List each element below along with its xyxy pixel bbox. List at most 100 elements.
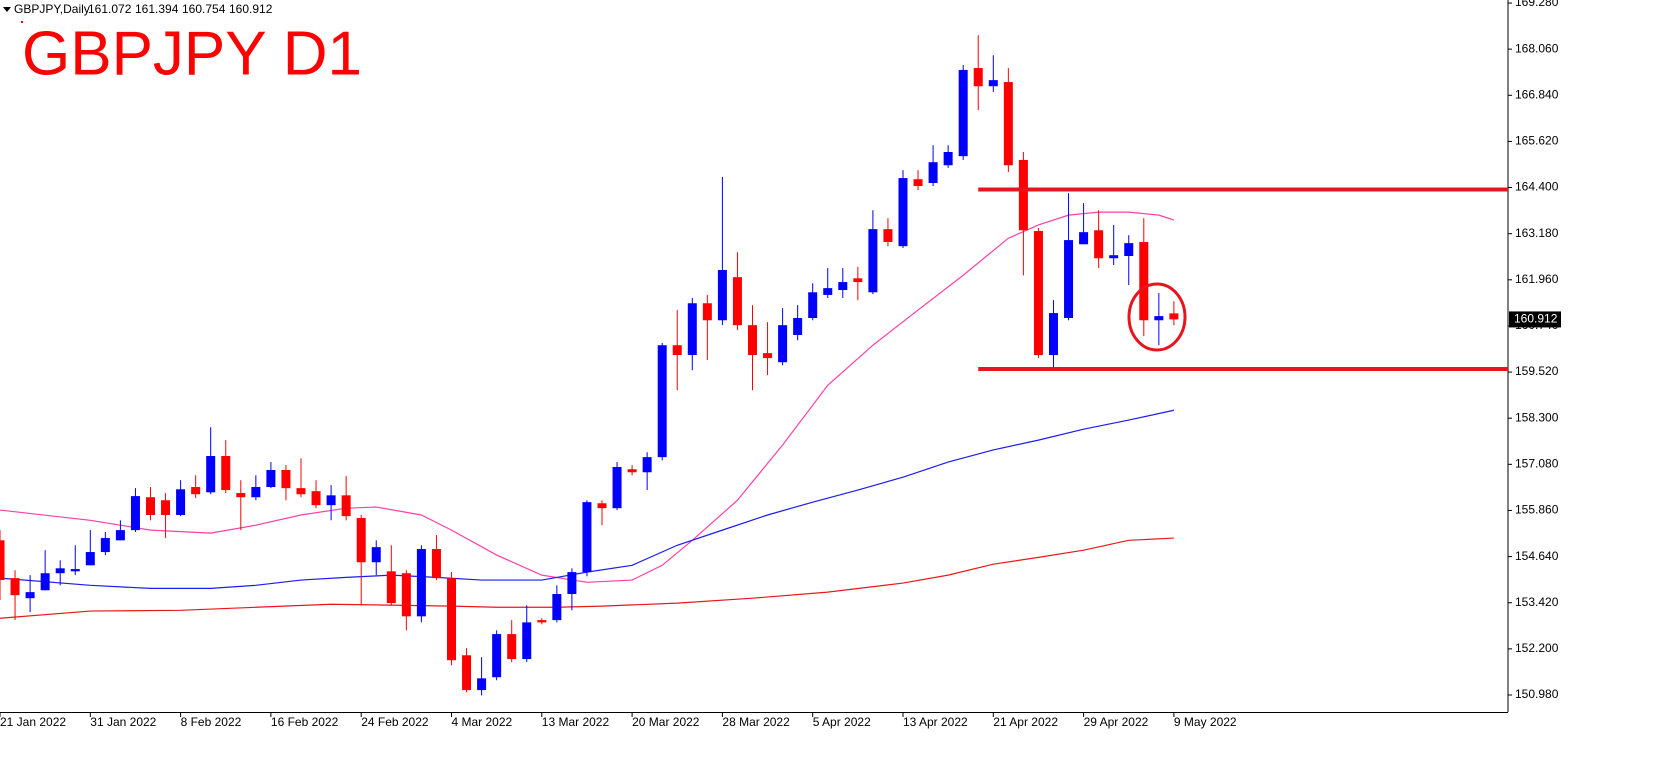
ohlc-low: 160.754 (182, 2, 226, 16)
candle-body (1139, 241, 1149, 321)
candle-body (657, 345, 667, 458)
candle-body (853, 278, 863, 283)
candle-body (416, 549, 426, 617)
candle-body (341, 495, 351, 517)
y-tick-label: 150.980 (1515, 687, 1559, 701)
candle-body (838, 282, 848, 291)
y-tick-label: 165.620 (1515, 134, 1559, 148)
candle-body (883, 229, 893, 242)
candle-body (161, 500, 171, 515)
y-tick-label: 159.520 (1515, 364, 1559, 378)
price-label-box (1509, 311, 1561, 328)
moving-average-line (0, 211, 1175, 583)
candle-body (386, 571, 396, 604)
candle-body (10, 578, 20, 596)
candle-body (612, 466, 622, 509)
candle-body (1048, 313, 1058, 356)
candle-body (1079, 232, 1089, 245)
candle-body (988, 80, 998, 87)
candle-body (296, 488, 306, 495)
candle-body (868, 229, 878, 293)
ohlc-high: 161.394 (135, 2, 179, 16)
x-tick-label: 24 Feb 2022 (361, 715, 429, 729)
candle-body (1094, 230, 1104, 259)
x-tick-label: 20 Mar 2022 (632, 715, 700, 729)
candle-body (582, 502, 592, 573)
y-tick-label: 153.420 (1515, 595, 1559, 609)
moving-average-line (0, 409, 1175, 589)
y-tick-label: 164.400 (1515, 180, 1559, 194)
candle-body (221, 456, 231, 491)
candle-body (597, 503, 607, 509)
candle-body (401, 573, 411, 617)
candle-body (85, 552, 95, 566)
y-tick-label: 157.080 (1515, 457, 1559, 471)
candle-body (431, 549, 441, 579)
candle-body (1109, 255, 1119, 259)
candle-body (1018, 159, 1028, 231)
candle-body (898, 178, 908, 247)
y-tick-label: 168.060 (1515, 41, 1559, 55)
candle-body (130, 496, 140, 531)
y-tick-label: 155.860 (1515, 503, 1559, 517)
candle-body (778, 325, 788, 363)
x-tick-label: 21 Jan 2022 (0, 715, 66, 729)
highlight-circle (1127, 282, 1187, 352)
candle-body (793, 317, 803, 336)
price-label: 160.912 (1514, 312, 1558, 326)
candle-body (507, 634, 517, 660)
x-tick-label: 29 Apr 2022 (1084, 715, 1149, 729)
candle-body (928, 162, 938, 184)
x-tick-label: 16 Feb 2022 (271, 715, 339, 729)
x-tick-label: 21 Apr 2022 (993, 715, 1058, 729)
candle-body (1154, 316, 1164, 321)
symbol-label: GBPJPY,Daily (14, 2, 90, 16)
candle-body (462, 655, 472, 691)
candle-body (522, 622, 532, 660)
chart-title: GBPJPY D1 (22, 19, 362, 88)
x-tick-label: 8 Feb 2022 (181, 715, 242, 729)
x-tick-label: 28 Mar 2022 (722, 715, 790, 729)
x-tick-label: 5 Apr 2022 (813, 715, 871, 729)
candle-body (552, 594, 562, 621)
candle-body (326, 495, 336, 506)
ohlc-close: 160.912 (229, 2, 273, 16)
collapse-triangle[interactable] (3, 7, 11, 12)
candle-body (236, 493, 246, 498)
candle-body (537, 620, 547, 623)
candle-body (808, 292, 818, 318)
candle-body (40, 573, 50, 591)
candle-body (446, 578, 456, 661)
y-tick-label: 166.840 (1515, 87, 1559, 101)
candle-body (206, 456, 216, 493)
candle-body (1003, 82, 1013, 166)
candle-body (1064, 240, 1074, 318)
candle-body (627, 469, 637, 473)
candle-body (747, 325, 757, 356)
candle-body (1124, 243, 1134, 256)
candle-body (687, 303, 697, 356)
candle-body (943, 152, 953, 166)
x-tick-label: 13 Apr 2022 (903, 715, 968, 729)
marker-dot (21, 21, 23, 23)
candle-body (717, 269, 727, 321)
candle-body (356, 518, 366, 563)
candle-body (281, 470, 291, 489)
candle-body (371, 547, 381, 563)
candle-body (0, 540, 5, 581)
candle-body (913, 179, 923, 187)
x-tick-label: 31 Jan 2022 (90, 715, 156, 729)
candle-body (477, 678, 487, 691)
candle-body (55, 568, 65, 574)
candle-body (973, 68, 983, 87)
x-tick-label: 4 Mar 2022 (451, 715, 512, 729)
candle-body (492, 634, 502, 678)
candle-body (25, 592, 35, 599)
y-tick-label: 154.640 (1515, 549, 1559, 563)
plot-area (0, 35, 1179, 696)
ohlc-open: 161.072 (88, 2, 132, 16)
candle-body (763, 353, 773, 359)
y-tick-label: 161.960 (1515, 272, 1559, 286)
